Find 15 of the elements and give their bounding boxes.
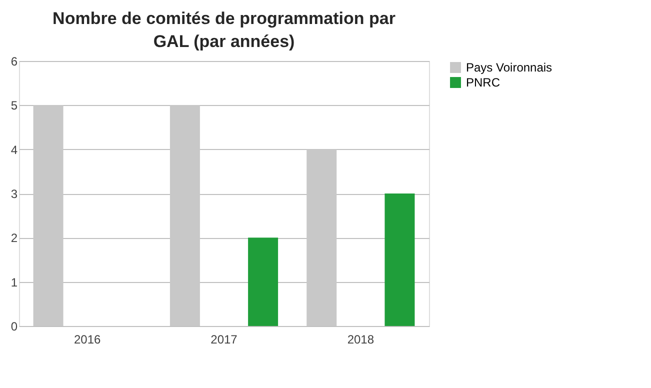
y-tick-label: 0 <box>10 320 18 334</box>
y-tick-label: 3 <box>10 187 18 201</box>
chart-title: Nombre de comités de programmation par GAL (par années) <box>52 9 396 51</box>
bar <box>248 238 278 326</box>
x-tick-label: 2017 <box>210 332 238 346</box>
legend-label: Pays Voironnais <box>466 60 552 74</box>
y-tick-label: 6 <box>10 54 18 68</box>
y-tick-label: 1 <box>10 275 18 290</box>
bar <box>384 194 415 326</box>
y-tick-label: 2 <box>10 231 18 246</box>
x-tick-label: 2016 <box>74 332 102 346</box>
y-tick-label: 4 <box>10 142 18 157</box>
legend-label: PNRC <box>466 76 500 90</box>
x-tick-label: 2018 <box>347 332 374 346</box>
y-tick-label: 5 <box>10 98 18 113</box>
